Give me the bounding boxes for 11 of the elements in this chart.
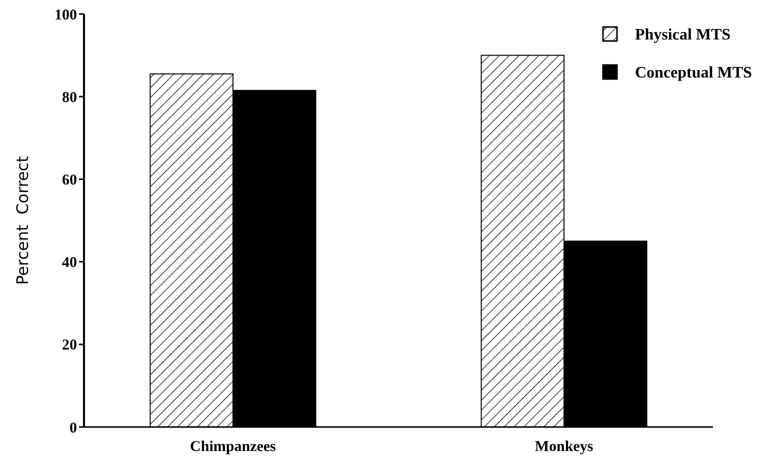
- y-tick-label: 20: [62, 338, 77, 354]
- x-tick-label: Chimpanzees: [190, 439, 276, 455]
- y-tick-label: 80: [62, 90, 77, 106]
- y-tick-label: 100: [54, 7, 77, 24]
- legend-label: Physical MTS: [635, 26, 731, 44]
- y-tick-label: 40: [62, 255, 77, 272]
- y-tick-label: 0: [70, 420, 77, 436]
- y-tick-label: 60: [62, 172, 77, 188]
- x-tick-label: Monkeys: [534, 439, 594, 455]
- y-axis-title: Percent Correct: [13, 156, 32, 285]
- legend-label: Conceptual MTS: [635, 64, 752, 82]
